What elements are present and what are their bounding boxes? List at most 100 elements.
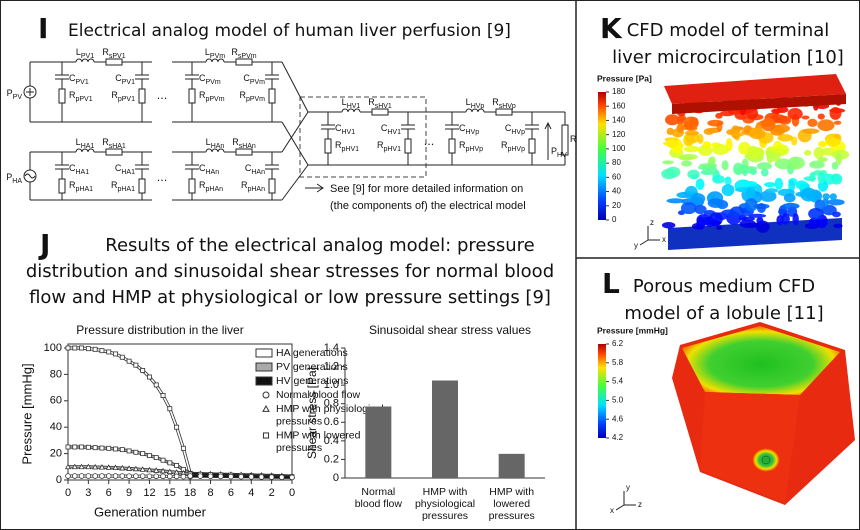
component-label: RsPVm (231, 47, 256, 59)
component-subscript: PV1 (81, 53, 94, 60)
render-blob (833, 120, 842, 125)
render-blob (817, 172, 826, 184)
legend-marker (262, 404, 270, 412)
component-label: LPVm (205, 47, 225, 59)
render-blob (832, 211, 841, 218)
point (153, 455, 159, 460)
component-symbol: R (102, 137, 109, 147)
component-symbol: L (205, 47, 210, 57)
point (133, 362, 139, 368)
component-subscript: PVm (206, 79, 221, 86)
component-label: CHVp (505, 123, 525, 135)
colorbar-tick-label: 20 (612, 201, 621, 210)
component-subscript: pHAn (206, 186, 224, 193)
x-tick-label: 12 (143, 487, 155, 499)
point (105, 464, 112, 470)
component-subscript: sHAn (239, 143, 256, 150)
point (140, 367, 146, 373)
component-label: LHA1 (76, 137, 95, 149)
component-subscript: HVp (471, 103, 485, 110)
resistor (188, 178, 196, 194)
render-blob (721, 160, 729, 171)
component-symbol: C (199, 73, 206, 83)
x-tick-label: physiological (415, 498, 475, 510)
component-subscript: HA1 (76, 169, 90, 176)
point (180, 473, 187, 480)
colorbar-label: Pressure [mmHg] (597, 325, 668, 335)
y-tick-label: 0.6 (324, 416, 339, 428)
component-symbol: R (111, 180, 118, 190)
resistor (58, 178, 66, 194)
x-tick-label: 4 (248, 487, 254, 499)
component-subscript: sPV1 (109, 53, 126, 60)
render-blob (756, 203, 766, 213)
point (106, 349, 112, 355)
component-subscript: PV1 (76, 79, 89, 86)
bar (498, 453, 525, 478)
legend-label: PV generations (276, 361, 348, 373)
component-symbol: R (111, 90, 118, 100)
render-blob (761, 117, 776, 132)
component-subscript: sHVp (499, 103, 516, 110)
component-label: CHA1 (115, 163, 135, 175)
component-subscript: pHVp (466, 146, 484, 153)
render-blob (825, 137, 841, 147)
panel-title: CFD model of terminal (627, 20, 830, 41)
resistor (58, 88, 66, 104)
legend-label: Normal blood flow (276, 389, 360, 401)
inductor (205, 148, 225, 153)
wire (281, 121, 309, 166)
colorbar-tick-label: 6.2 (612, 339, 624, 348)
point (112, 473, 119, 479)
render-blob (835, 152, 842, 166)
component-symbol: R (241, 180, 248, 190)
point (126, 465, 133, 471)
render-blob (676, 191, 692, 199)
render-top-edge (672, 94, 846, 114)
y-tick-label: 0.8 (324, 398, 339, 410)
resistor (404, 138, 412, 154)
point (167, 460, 173, 466)
render-blob (724, 176, 732, 185)
component-subscript: HAn (206, 169, 220, 176)
panel-title: Results of the electrical analog model: … (105, 235, 534, 256)
y-tick-label: 20 (50, 448, 62, 460)
component-label: RsPV1 (102, 47, 125, 59)
render-blob (781, 202, 800, 210)
component-symbol: C (505, 123, 512, 133)
hv-box (299, 96, 427, 178)
render-blob (720, 110, 735, 117)
render-blob (770, 148, 787, 154)
point (85, 444, 91, 450)
resistor (268, 88, 276, 104)
resistor (561, 124, 569, 156)
render-blob (748, 128, 766, 140)
chart-title: Sinusoidal shear stress values (369, 323, 531, 337)
render-blob (817, 119, 835, 132)
y-axis-label: Shear stress [Pa] (305, 367, 319, 459)
colorbar-tick-label: 160 (612, 101, 626, 110)
render-blob (661, 221, 676, 229)
point (132, 465, 139, 472)
render-top (664, 74, 846, 104)
render-blob (733, 162, 744, 176)
point (159, 467, 167, 474)
component-label: CHAn (245, 163, 265, 175)
x-axis-label: Generation number (94, 504, 207, 519)
component-subscript: HVp (511, 129, 525, 136)
legend-swatch (255, 362, 273, 372)
axis-letter: y (626, 483, 630, 492)
point (147, 453, 152, 459)
component-subscript: HVp (466, 129, 480, 136)
render-blob (712, 143, 729, 155)
render-blob (721, 209, 737, 216)
render-blob (707, 119, 724, 127)
point (92, 445, 98, 451)
chart-title: Pressure distribution in the liver (76, 323, 243, 337)
render-blob (707, 194, 715, 199)
point (133, 449, 139, 455)
panel-title: flow and HMP at physiological or low pre… (29, 287, 551, 308)
render-blob (741, 216, 755, 222)
component-symbol: C (335, 123, 342, 133)
colorbar-tick-label: 180 (612, 87, 626, 96)
